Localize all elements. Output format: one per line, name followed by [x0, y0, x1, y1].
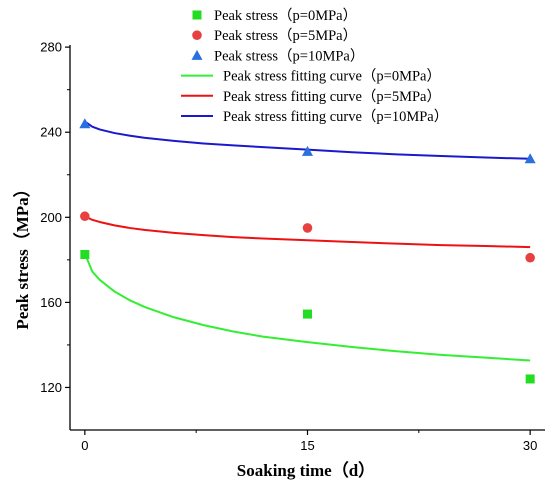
legend-marker-swatch [192, 30, 202, 40]
series-6-fit-line [84, 120, 531, 160]
legend-item-5: Peak stress fitting curve（p=5MPa） [181, 88, 441, 105]
y-tick-label-160: 160 [40, 295, 62, 310]
legend-item-2: Peak stress（p=5MPa） [192, 27, 357, 44]
x-tick-label-15: 15 [300, 438, 314, 453]
y-tick-label-280: 280 [40, 40, 62, 55]
legend-label: Peak stress（p=5MPa） [214, 27, 357, 44]
y-axis-title: Peak stress（MPa） [12, 180, 32, 329]
series-1-point-2 [303, 309, 312, 319]
legend-item-3: Peak stress（p=10MPa） [191, 47, 364, 64]
legend-item-4: Peak stress fitting curve（p=0MPa） [181, 68, 441, 85]
y-tick-label-200: 200 [40, 210, 62, 225]
series-2-point-1 [80, 211, 90, 222]
legend-label: Peak stress fitting curve（p=10MPa） [223, 108, 448, 125]
series-4-fit-line [83, 253, 531, 362]
series-5-fit-line [84, 215, 531, 249]
series-2-point-2 [302, 223, 313, 233]
series-3-point-3 [524, 153, 536, 164]
legend-label: Peak stress fitting curve（p=0MPa） [223, 68, 441, 85]
plot-points [79, 118, 536, 384]
x-tick-label-30: 30 [523, 438, 537, 453]
x-tick-label-0: 0 [81, 438, 88, 453]
legend-label: Peak stress（p=10MPa） [214, 47, 364, 64]
legend: Peak stress（p=0MPa） Peak stress（p=5MPa） Pe… [181, 7, 448, 125]
plot-lines [83, 120, 531, 362]
legend-marker-swatch [192, 10, 202, 20]
legend-label: Peak stress fitting curve（p=5MPa） [223, 88, 441, 105]
series-3-point-1 [79, 118, 91, 129]
series-3-point-2 [302, 145, 313, 156]
legend-label: Peak stress（p=0MPa） [214, 7, 357, 24]
y-tick-label-240: 240 [40, 125, 62, 140]
x-axis-title: Soaking time（d） [237, 460, 375, 480]
legend-item-6: Peak stress fitting curve（p=10MPa） [181, 108, 448, 125]
series-1-point-3 [525, 374, 535, 384]
series-2-point-3 [525, 252, 535, 263]
legend-marker-swatch [191, 49, 203, 60]
legend-item-1: Peak stress（p=0MPa） [192, 7, 357, 24]
series-1-point-1 [80, 250, 90, 260]
axes: 120 160 200 240 280 0 15 30 [40, 40, 545, 453]
y-tick-label-120: 120 [40, 380, 62, 395]
